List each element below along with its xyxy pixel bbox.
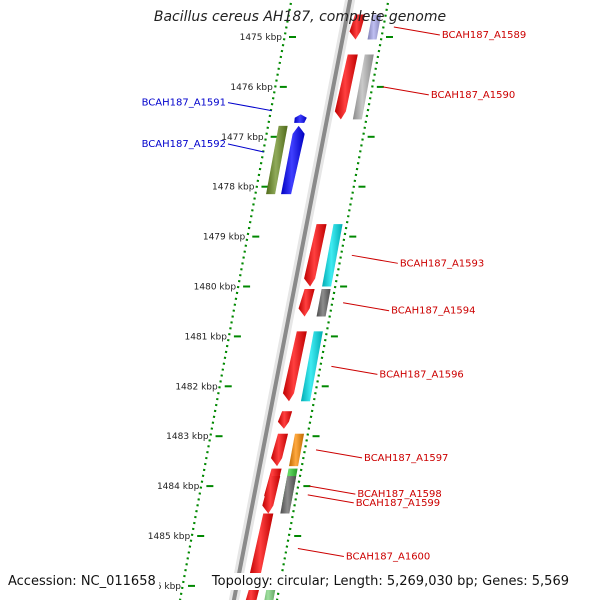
cog-block-shade: [352, 54, 374, 120]
gene-label[interactable]: BCAH187_A1589: [442, 30, 526, 41]
cog-block-shade: [266, 125, 288, 195]
gene-arrow-shade: [349, 14, 366, 40]
tick-rings: [178, 0, 390, 600]
tick-label: 1486 kbp: [139, 582, 182, 592]
callout-line: [331, 365, 378, 375]
tick-label: 1475 kbp: [240, 33, 283, 43]
callout-line: [307, 494, 354, 504]
genome-backbone: [228, 0, 356, 600]
gene-arrow-shade: [262, 476, 281, 514]
map-title: Bacillus cereus AH187, complete genome: [153, 9, 447, 25]
accession-text: Accession: NC_011658: [5, 573, 159, 590]
cog-block-shade: [300, 331, 323, 402]
cog-block-shade: [289, 433, 305, 467]
callout-line: [315, 449, 363, 459]
tick-label: 1483 kbp: [166, 432, 209, 442]
tick-label: 1485 kbp: [148, 532, 191, 542]
gene-label[interactable]: BCAH187_A1597: [364, 453, 448, 464]
tick-label: 1482 kbp: [175, 382, 218, 392]
backbone-line: [231, 0, 353, 600]
gene-arrow-shade: [271, 433, 289, 467]
gene-arrow-shade: [249, 513, 274, 584]
cog-block-shade: [367, 14, 382, 40]
callout-line: [227, 143, 264, 153]
callout-line: [393, 26, 440, 36]
tick-label: 1477 kbp: [221, 133, 264, 143]
gene-label[interactable]: BCAH187_A1599: [356, 498, 440, 509]
kbp-ticks: 1475 kbp 1476 kbp 1477 kbp 1478 kbp 1479 kbp…: [139, 33, 393, 592]
gene-label[interactable]: BCAH187_A1598: [357, 489, 441, 500]
tick-label: 1478 kbp: [212, 183, 255, 193]
tick-label: 1484 kbp: [157, 482, 200, 492]
gene-label[interactable]: BCAH187_A1593: [400, 258, 484, 269]
callout-line: [227, 102, 272, 112]
tick-label: 1481 kbp: [185, 332, 228, 342]
cog-block-shade: [322, 224, 343, 287]
tick-label: 1476 kbp: [230, 83, 273, 93]
gene-arrow-shade: [334, 54, 358, 120]
cog-block-shade: [280, 476, 297, 514]
callout-line: [382, 86, 429, 96]
gene-label[interactable]: BCAH187_A1600: [346, 551, 430, 562]
cog-block-shade: [316, 288, 331, 317]
callout-line: [351, 254, 398, 264]
cog-track: [264, 14, 382, 600]
gene-arrow-shade: [277, 411, 293, 429]
gene-label[interactable]: BCAH187_A1594: [391, 306, 475, 317]
gene-label[interactable]: BCAH187_A1596: [379, 369, 463, 380]
callout-line: [343, 302, 390, 312]
genome-details-text: Topology: circular; Length: 5,269,030 bp…: [208, 573, 572, 590]
gene-arrow-shade: [298, 288, 315, 317]
tick-ring-line: [275, 0, 390, 600]
gene-track: [245, 14, 366, 600]
gene-arrow-shade: [282, 331, 307, 402]
gene-arrow-shade: [304, 224, 327, 287]
gene-label[interactable]: BCAH187_A1590: [431, 90, 515, 101]
tick-label: 1480 kbp: [194, 283, 237, 293]
callout-line: [297, 547, 344, 557]
gene-arrow-shade: [294, 114, 307, 123]
gene-callouts: BCAH187_A1589 BCAH187_A1590 BCAH187_A1591 B…: [142, 26, 526, 562]
tick-ring-line: [178, 0, 293, 600]
gene-label[interactable]: BCAH187_A1592: [142, 139, 226, 150]
tick-label: 1479 kbp: [203, 233, 246, 243]
callout-line: [309, 485, 356, 495]
gene-label[interactable]: BCAH187_A1591: [142, 98, 226, 109]
gene-arrow-shade: [281, 125, 305, 195]
